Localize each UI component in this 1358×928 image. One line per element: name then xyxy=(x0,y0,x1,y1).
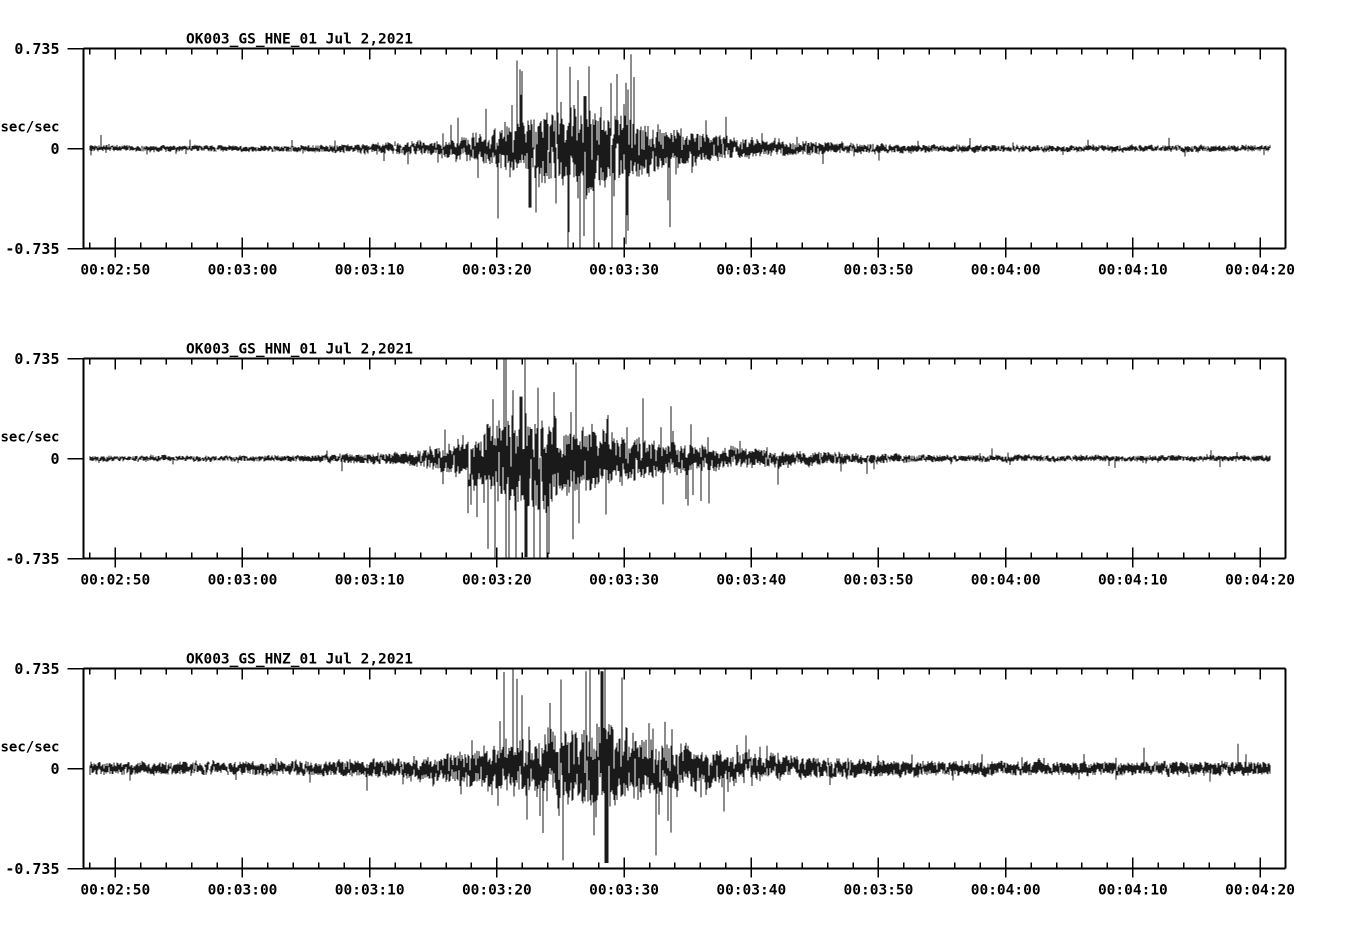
x-tick-label: 00:03:00 xyxy=(208,573,278,589)
panel-plot-ok003_gs_hnn_01: 0.735 0 -0.735 cm/sec/sec 00:02:50 00:03:00 00… xyxy=(0,342,1295,589)
x-tick-label: 00:04:20 xyxy=(1225,263,1295,279)
waveform-trace xyxy=(89,49,1271,248)
panel-title: OK003_GS_HNN_01 Jul 2,2021 xyxy=(186,342,413,358)
y-axis-unit-label: cm/sec/sec xyxy=(0,430,60,446)
x-tick-label: 00:04:10 xyxy=(1098,263,1168,279)
plot-frame xyxy=(82,47,1287,250)
waveform-trace xyxy=(89,359,1271,558)
panel-title: OK003_GS_HNZ_01 Jul 2,2021 xyxy=(186,652,413,668)
plot-frame xyxy=(82,667,1287,870)
x-tick-label: 00:04:00 xyxy=(971,883,1041,899)
y-axis-ticks xyxy=(67,667,84,870)
axis-ticks xyxy=(89,48,1287,258)
x-tick-label: 00:02:50 xyxy=(80,883,150,899)
x-tick-label: 00:03:10 xyxy=(335,263,405,279)
x-tick-label: 00:03:20 xyxy=(462,573,532,589)
x-tick-label: 00:03:50 xyxy=(844,573,914,589)
x-tick-label: 00:04:20 xyxy=(1225,573,1295,589)
x-tick-label: 00:03:20 xyxy=(462,263,532,279)
y-tick-label: 0 xyxy=(50,450,59,468)
x-tick-label: 00:03:30 xyxy=(589,573,659,589)
panel-plot-ok003_gs_hnz_01: 0.735 0 -0.735 cm/sec/sec 00:02:50 00:03:00 00… xyxy=(0,652,1295,899)
seismogram-panel-hnn: 0.735 0 -0.735 cm/sec/sec 00:02:50 00:03:00 00… xyxy=(0,310,1358,618)
x-tick-label: 00:04:20 xyxy=(1225,883,1295,899)
y-axis-unit-label: cm/sec/sec xyxy=(0,120,60,136)
y-axis-ticks xyxy=(67,47,84,250)
x-tick-label: 00:03:40 xyxy=(716,573,786,589)
panel-title: OK003_GS_HNE_01 Jul 2,2021 xyxy=(186,32,413,48)
x-tick-label: 00:03:10 xyxy=(335,883,405,899)
x-tick-label: 00:03:40 xyxy=(716,263,786,279)
y-tick-label: 0.735 xyxy=(14,350,59,368)
x-tick-label: 00:04:00 xyxy=(971,573,1041,589)
y-tick-label: 0.735 xyxy=(14,660,59,678)
x-tick-label: 00:04:10 xyxy=(1098,573,1168,589)
axis-ticks xyxy=(89,358,1287,568)
x-tick-label: 00:03:50 xyxy=(844,883,914,899)
x-tick-label: 00:02:50 xyxy=(80,573,150,589)
x-tick-label: 00:03:10 xyxy=(335,573,405,589)
y-tick-label: -0.735 xyxy=(5,860,59,878)
x-tick-label: 00:03:30 xyxy=(589,883,659,899)
x-tick-label: 00:03:40 xyxy=(716,883,786,899)
x-tick-label: 00:03:00 xyxy=(208,263,278,279)
y-tick-label: -0.735 xyxy=(5,240,59,258)
y-axis-unit-label: cm/sec/sec xyxy=(0,740,60,756)
x-tick-label: 00:02:50 xyxy=(80,263,150,279)
panel-plot-ok003_gs_hne_01: 0.735 0 -0.735 cm/sec/sec 00:02:50 00:03:00 00… xyxy=(0,32,1295,279)
x-tick-label: 00:04:10 xyxy=(1098,883,1168,899)
seismogram-panel-hne: 0.735 0 -0.735 cm/sec/sec 00:02:50 00:03:00 00… xyxy=(0,0,1358,308)
y-tick-label: 0 xyxy=(50,140,59,158)
x-tick-label: 00:03:30 xyxy=(589,263,659,279)
y-axis-ticks xyxy=(67,357,84,560)
x-tick-label: 00:04:00 xyxy=(971,263,1041,279)
seismogram-panel-hnz: 0.735 0 -0.735 cm/sec/sec 00:02:50 00:03:00 00… xyxy=(0,620,1358,928)
plot-frame xyxy=(82,357,1287,560)
x-tick-label: 00:03:00 xyxy=(208,883,278,899)
x-tick-label: 00:03:20 xyxy=(462,883,532,899)
y-tick-label: 0.735 xyxy=(14,40,59,58)
y-tick-label: 0 xyxy=(50,760,59,778)
axis-ticks xyxy=(89,668,1287,878)
x-tick-label: 00:03:50 xyxy=(844,263,914,279)
y-tick-label: -0.735 xyxy=(5,550,59,568)
waveform-trace xyxy=(89,669,1271,864)
